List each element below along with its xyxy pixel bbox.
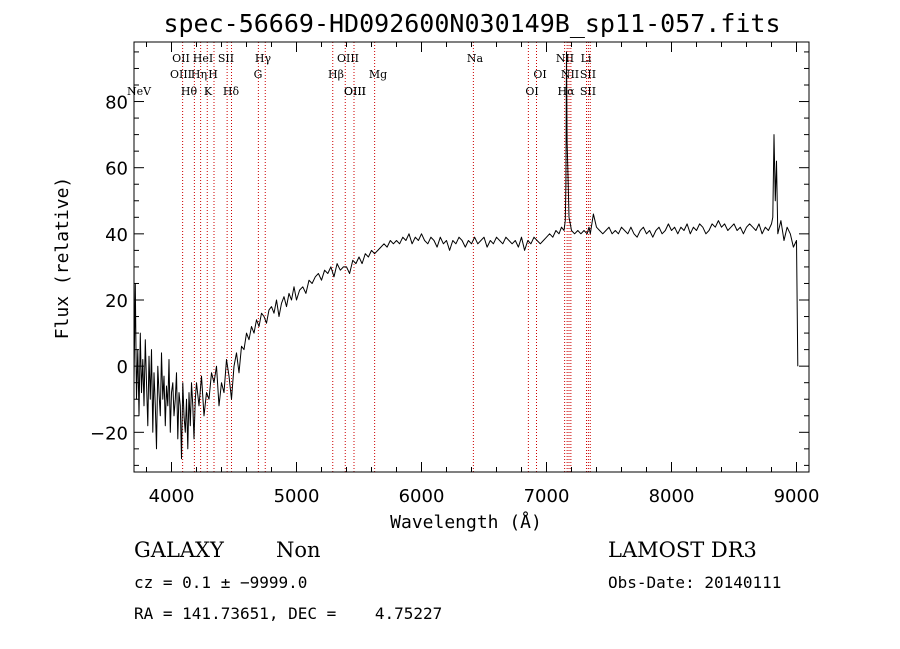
x-tick-label: 6000: [399, 486, 445, 507]
survey-name: LAMOST DR3: [608, 538, 757, 562]
emission-line-label: NeV: [127, 85, 152, 98]
emission-line-label: SII: [580, 85, 596, 98]
x-tick-label: 9000: [774, 486, 820, 507]
emission-line-label: OIII: [344, 85, 366, 98]
emission-line-label: Mg: [369, 68, 387, 81]
emission-line-label: Hη: [191, 68, 207, 81]
y-tick-label: −20: [90, 423, 128, 444]
x-tick-label: 4000: [149, 486, 195, 507]
emission-line-label: Hβ: [328, 68, 344, 81]
emission-line-label: OII: [172, 52, 190, 65]
emission-line-label: Li: [581, 52, 592, 65]
y-tick-label: 40: [105, 225, 128, 246]
spectrum-series: [133, 51, 799, 460]
x-tick-label: 7000: [524, 486, 570, 507]
y-tick-label: 20: [105, 291, 128, 312]
emission-line-label: NII: [556, 52, 574, 65]
emission-line-label: OI: [533, 68, 546, 81]
emission-line-label: NII: [561, 68, 579, 81]
emission-line-label: OIII: [344, 85, 366, 98]
emission-line-label: Hδ: [223, 85, 240, 98]
y-axis-label: Flux (relative): [52, 177, 73, 340]
emission-line-label: HeI: [193, 52, 213, 65]
y-tick-label: 60: [105, 159, 128, 180]
object-class: GALAXY: [134, 538, 225, 562]
emission-line-label: OIII: [170, 68, 192, 81]
redshift-text: cz = 0.1 ± −9999.0: [134, 573, 307, 592]
emission-line-label: Hθ: [181, 85, 198, 98]
chart-title: spec-56669-HD092600N030149B_sp11-057.fit…: [163, 9, 780, 38]
emission-line-label: SII: [580, 68, 596, 81]
emission-line-label: OI: [525, 85, 538, 98]
y-tick-label: 80: [105, 93, 128, 114]
emission-line-label: K: [204, 85, 213, 98]
emission-line-label: SII: [218, 52, 234, 65]
x-tick-label: 5000: [274, 486, 320, 507]
plot-frame: [133, 41, 810, 473]
emission-line-label: Na: [467, 52, 484, 65]
spectrum-line: [133, 51, 799, 460]
obs-date: Obs-Date: 20140111: [608, 573, 781, 592]
emission-line-label: G: [254, 68, 263, 81]
emission-line-label: Hγ: [255, 52, 272, 65]
x-tick-label: 8000: [649, 486, 695, 507]
x-axis-label: Wavelength (Å): [390, 511, 542, 533]
axis-ticks: 4000 5000 6000 7000 8000 9000 −20 0 20 40 60 80: [90, 42, 819, 507]
emission-line-label: H: [208, 68, 218, 81]
coordinates: RA = 141.73651, DEC = 4.75227: [134, 604, 442, 623]
emission-line-label: OIII: [337, 52, 359, 65]
object-subclass: Non: [276, 538, 321, 562]
y-tick-label: 0: [117, 357, 128, 378]
